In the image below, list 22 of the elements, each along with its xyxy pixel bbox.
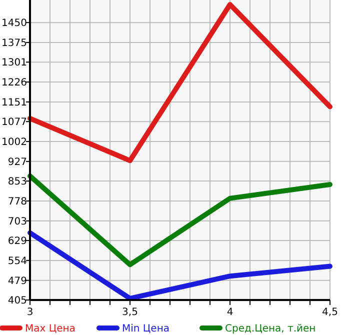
y-tick-label: 1077	[2, 117, 27, 128]
y-tick-label: 1301	[2, 58, 27, 69]
legend-label: Min Цена	[122, 324, 170, 334]
y-tick-label: 554	[8, 256, 27, 267]
x-tick-label: 4	[226, 307, 234, 318]
x-tick-label: 3	[26, 307, 34, 318]
y-tick-label: 479	[8, 276, 27, 287]
y-tick-label: 1450	[2, 18, 27, 30]
legend-label: Max Цена	[25, 324, 76, 334]
x-tick-label: 3,5	[122, 307, 138, 318]
y-tick-label: 778	[8, 196, 27, 208]
y-tick-label: 629	[8, 236, 27, 248]
x-tick-label: 4,5	[322, 307, 338, 318]
y-tick-label: 1151	[2, 97, 27, 108]
y-tick-label: 853	[8, 176, 27, 188]
y-tick-label: 1226	[2, 78, 27, 89]
legend-label: Сред.Цена, т.йен	[225, 324, 316, 334]
y-tick-label: 927	[8, 156, 27, 168]
y-tick-label: 1002	[2, 137, 27, 148]
y-tick-label: 1375	[2, 38, 27, 49]
y-tick-label: 703	[8, 216, 27, 228]
y-tick-label: 405	[8, 296, 27, 306]
